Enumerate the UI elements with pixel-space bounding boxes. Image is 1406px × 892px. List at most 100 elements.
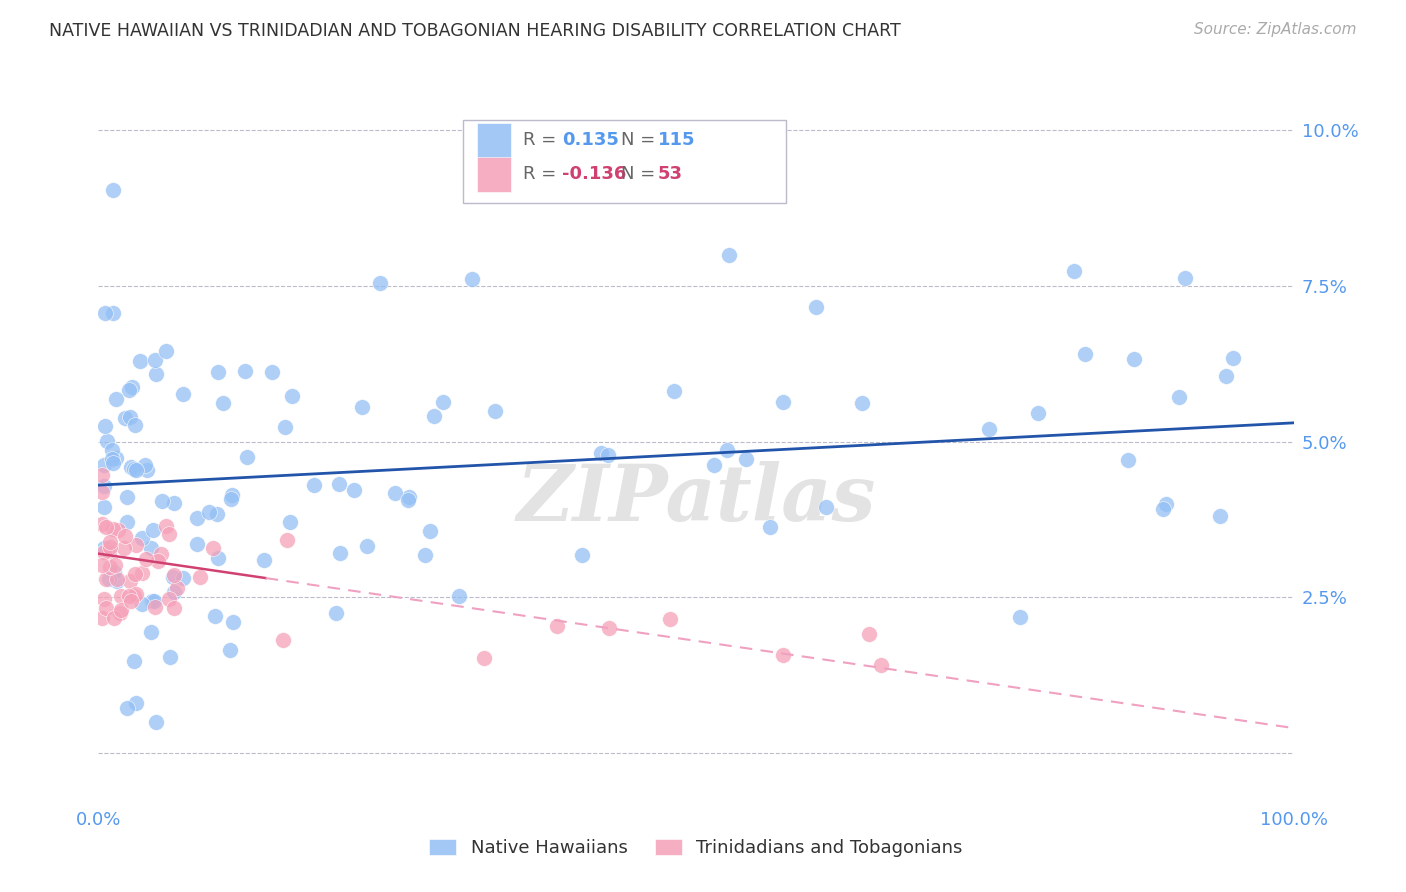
Point: [273, 420, 295, 434]
Point: [117, 515, 139, 529]
Point: [278, 516, 301, 530]
Point: [110, 589, 132, 603]
Point: [1174, 270, 1197, 285]
Point: [150, 548, 173, 562]
Point: [143, 594, 166, 608]
Point: [979, 422, 1001, 436]
Point: [121, 380, 143, 394]
Text: N =: N =: [620, 165, 661, 183]
Point: [155, 344, 177, 359]
Point: [398, 490, 420, 504]
Point: [162, 570, 184, 584]
Point: [233, 364, 256, 378]
Point: [659, 612, 682, 626]
Point: [870, 657, 893, 672]
Point: [163, 601, 186, 615]
Point: [1168, 390, 1191, 404]
Text: 53: 53: [658, 165, 683, 183]
Point: [1123, 351, 1146, 366]
Point: [103, 565, 125, 579]
Point: [120, 593, 142, 607]
Point: [101, 183, 124, 197]
Point: [105, 572, 128, 586]
Point: [131, 597, 153, 611]
Point: [157, 591, 180, 606]
Point: [806, 300, 828, 314]
Point: [98, 560, 121, 574]
Point: [105, 451, 128, 466]
Point: [598, 621, 620, 635]
Point: [662, 384, 685, 399]
Point: [484, 403, 506, 417]
Text: -0.136: -0.136: [562, 165, 627, 183]
Point: [110, 603, 132, 617]
Point: [207, 365, 229, 379]
Point: [352, 401, 374, 415]
Point: [1222, 351, 1244, 365]
Point: [125, 463, 148, 477]
Point: [150, 493, 173, 508]
Point: [118, 574, 141, 589]
Point: [716, 443, 738, 458]
Point: [98, 534, 121, 549]
Point: [186, 511, 208, 525]
Point: [1209, 508, 1232, 523]
Point: [108, 606, 131, 620]
Point: [101, 452, 124, 467]
Point: [142, 524, 165, 538]
Point: [91, 517, 114, 532]
Point: [207, 550, 229, 565]
Point: [758, 520, 780, 534]
Point: [202, 541, 225, 555]
Point: [115, 700, 138, 714]
Point: [413, 548, 436, 562]
Point: [271, 633, 294, 648]
Point: [91, 467, 114, 482]
Point: [384, 486, 406, 500]
Point: [197, 505, 219, 519]
Text: N =: N =: [620, 131, 661, 149]
Point: [91, 611, 114, 625]
Point: [329, 546, 352, 560]
Point: [159, 650, 181, 665]
Point: [91, 558, 114, 573]
Point: [93, 479, 115, 493]
Point: [1156, 497, 1178, 511]
Point: [253, 552, 276, 566]
Point: [124, 566, 146, 581]
Point: [98, 572, 121, 586]
Point: [432, 395, 454, 409]
Point: [136, 463, 159, 477]
Point: [163, 585, 186, 599]
Point: [93, 500, 115, 515]
Point: [221, 488, 243, 502]
Point: [166, 581, 188, 595]
Point: [163, 496, 186, 510]
Point: [94, 520, 117, 534]
Point: [396, 493, 419, 508]
Point: [131, 531, 153, 545]
Point: [125, 538, 148, 552]
Point: [172, 571, 194, 585]
Point: [134, 458, 156, 472]
Point: [93, 541, 115, 555]
Point: [188, 570, 211, 584]
Point: [100, 443, 122, 458]
Point: [419, 524, 441, 539]
Point: [139, 625, 162, 640]
Point: [218, 643, 240, 657]
FancyBboxPatch shape: [463, 120, 786, 203]
Point: [94, 306, 117, 320]
Point: [143, 352, 166, 367]
Point: [1074, 347, 1097, 361]
Point: [281, 389, 304, 403]
Point: [129, 354, 152, 368]
Point: [1063, 264, 1085, 278]
Point: [1118, 453, 1140, 467]
Point: [221, 492, 243, 507]
Point: [124, 589, 146, 603]
Point: [155, 519, 177, 533]
Point: [115, 490, 138, 504]
Text: 115: 115: [658, 131, 695, 149]
Point: [101, 522, 124, 536]
